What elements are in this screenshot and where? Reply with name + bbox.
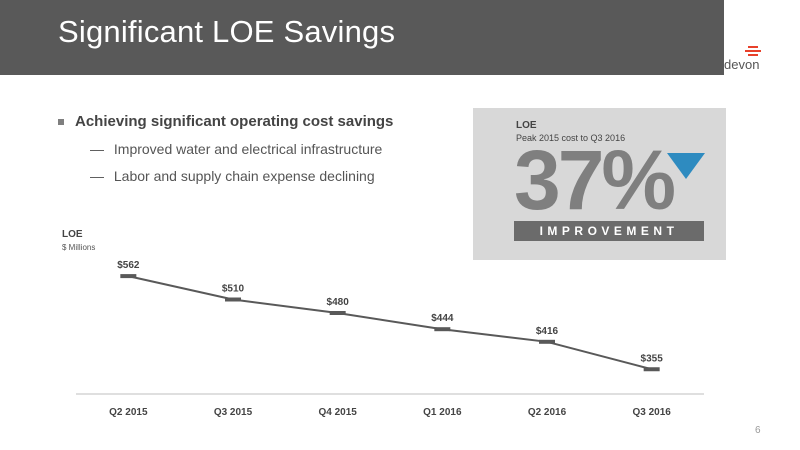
data-label: $355 [641,353,664,364]
x-tick-label: Q3 2015 [214,407,253,418]
improvement-label: IMPROVEMENT [514,221,704,241]
data-label: $480 [327,297,350,308]
x-tick-label: Q2 2015 [109,407,148,418]
bullet-sub-text: Improved water and electrical infrastruc… [113,141,383,157]
down-triangle-icon [667,153,705,179]
data-point-marker [120,274,137,279]
chart-title: LOE [62,229,83,240]
x-tick-label: Q4 2015 [318,407,357,418]
bullet-main: Achieving significant operating cost sav… [58,113,393,130]
data-point-marker [643,367,660,372]
title-bar: Significant LOE Savings [0,0,724,75]
data-point-marker [434,327,451,332]
page-title: Significant LOE Savings [58,14,396,49]
series-line [128,275,652,371]
bullet-sub-1: — Improved water and electrical infrastr… [90,141,393,157]
bullet-main-text: Achieving significant operating cost sav… [75,113,394,130]
chart-ylabel: $ Millions [62,243,96,252]
data-point-marker [225,297,241,302]
page-number: 6 [755,425,761,436]
bullet-sub-text: Labor and supply chain expense declining [113,168,375,184]
data-point-marker [329,311,346,315]
x-tick-label: Q2 2016 [528,407,567,418]
x-tick-label: Q1 2016 [423,407,462,418]
logo-text: devon [724,57,760,72]
bullet-list: Achieving significant operating cost sav… [58,113,393,195]
dash-bullet: — [90,141,104,157]
data-label: $444 [431,313,454,324]
data-label: $510 [222,284,245,295]
improvement-value: 37% [514,133,676,227]
data-label: $562 [117,260,140,271]
devon-logo-icon [745,46,761,56]
improvement-panel: LOE Peak 2015 cost to Q3 2016 37% IMPROV… [473,108,726,260]
dash-bullet: — [90,168,104,184]
square-bullet-icon [58,118,64,125]
panel-title: LOE [516,120,537,131]
data-point-marker [539,339,555,344]
bullet-sub-2: — Labor and supply chain expense declini… [90,168,393,184]
panel-subtitle: Peak 2015 cost to Q3 2016 [516,133,626,143]
data-label: $416 [536,326,559,337]
x-tick-label: Q3 2016 [632,407,671,418]
